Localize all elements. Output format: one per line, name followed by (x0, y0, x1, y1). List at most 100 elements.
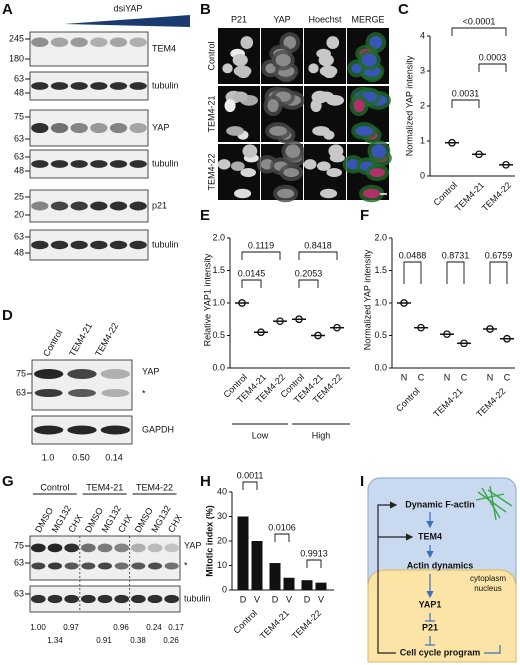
nucleus (232, 91, 249, 102)
y-axis-label: Relative YAP1 intensity (202, 253, 212, 346)
quantification: 0.24 (146, 623, 162, 632)
quantification: 0.91 (96, 636, 112, 645)
blot-band (129, 82, 147, 90)
blot (29, 31, 149, 67)
row-label: TEM4-21 (206, 95, 216, 132)
x-tick-label: C (418, 372, 425, 382)
significance-bracket (451, 99, 480, 108)
blot-band (31, 201, 49, 211)
blot-band (67, 369, 97, 379)
pathway-node: TEM4 (418, 531, 442, 541)
group-label: TEM4-21 (431, 386, 464, 419)
nonspecific-band: * (184, 560, 188, 570)
panel-label: H (200, 473, 211, 490)
blot-band (30, 594, 46, 604)
group-label: Control (394, 386, 422, 414)
y-tick-label: 0 (420, 170, 425, 180)
blot-band (81, 562, 96, 570)
x-tick-label: C (504, 372, 511, 382)
nucleus (316, 161, 331, 172)
nucleus (275, 53, 291, 67)
y-axis-label: Mitotic index (%) (204, 505, 214, 577)
blot-band (114, 543, 129, 553)
blot (29, 189, 149, 223)
group-label: Control (232, 608, 260, 636)
nucleus (267, 99, 279, 113)
blot-band (131, 562, 146, 570)
significance-bracket (478, 63, 507, 72)
nucleus (320, 188, 338, 199)
row-label: Control (206, 41, 216, 70)
y-tick-label: 1.0 (212, 297, 225, 307)
y-tick-label: 1.0 (374, 297, 387, 307)
panel-label: E (200, 207, 210, 224)
blot-band (90, 240, 108, 250)
panel-label: A (2, 1, 13, 18)
significance-bracket (451, 27, 507, 36)
pathway-node: Cell cycle program (400, 647, 481, 657)
blot-band (50, 82, 69, 90)
nucleus (277, 188, 295, 199)
nucleus (224, 99, 236, 113)
blot-band (31, 37, 49, 47)
blot (29, 109, 149, 147)
y-tick-label: 3 (420, 65, 425, 75)
blot-band (70, 82, 88, 90)
blot-name: GAPDH (142, 424, 174, 434)
blot-band (109, 82, 128, 90)
significance-bracket (446, 261, 465, 284)
blot (29, 229, 149, 261)
nucleus (351, 63, 362, 74)
blot-band (70, 201, 88, 211)
bar (251, 541, 263, 590)
lane-label: CHX (116, 513, 134, 534)
nucleus (328, 144, 344, 158)
x-tick-label: N (487, 372, 494, 382)
panel-label: I (360, 473, 364, 490)
nucleus (326, 168, 343, 178)
blot-name: TEM4 (152, 43, 176, 53)
pathway-node: YAP1 (419, 599, 442, 609)
group-label: Low (252, 430, 269, 440)
blot (31, 359, 133, 411)
y-tick-label: 10 (217, 560, 227, 570)
y-tick-label: 0.5 (212, 330, 225, 340)
y-axis-label: Normalized YAP intensity (404, 55, 414, 156)
blot-band (147, 543, 163, 553)
significance-bracket (298, 251, 338, 260)
pathway-node: Dynamic F-actin (405, 499, 475, 509)
blot-band (47, 594, 63, 604)
blot-band (109, 201, 128, 211)
mw-marker: 63 (14, 73, 24, 83)
quantification: 0.17 (168, 623, 184, 632)
nucleus (361, 53, 377, 67)
nucleus (234, 188, 252, 199)
blot-band (90, 201, 108, 211)
lane-label: TEM4-22 (93, 321, 120, 358)
nucleus (283, 168, 300, 178)
nucleus (363, 188, 381, 199)
p-value: 0.2053 (295, 268, 323, 278)
y-tick-label: 20 (217, 535, 227, 545)
blot-band (34, 369, 64, 379)
nucleus (353, 99, 365, 113)
blot-band (97, 543, 113, 553)
p-value: 0.0488 (399, 250, 427, 260)
blot-band (31, 160, 49, 168)
blot-name: tubulin (152, 158, 179, 168)
blot-band (70, 122, 88, 134)
blot-name: tubulin (184, 593, 211, 603)
blot-band (129, 160, 147, 168)
mean-point (486, 325, 494, 333)
blot-band (90, 160, 108, 168)
nucleus (240, 168, 257, 178)
x-tick-label: D (272, 594, 279, 604)
x-tick-label: D (304, 594, 311, 604)
significance-bracket (241, 279, 262, 288)
nucleus (319, 65, 338, 77)
group-label: TEM4-21 (258, 608, 291, 641)
blot-band (114, 594, 129, 604)
nucleus (265, 63, 276, 74)
mw-marker: 25 (14, 191, 24, 201)
nucleus (369, 168, 386, 178)
